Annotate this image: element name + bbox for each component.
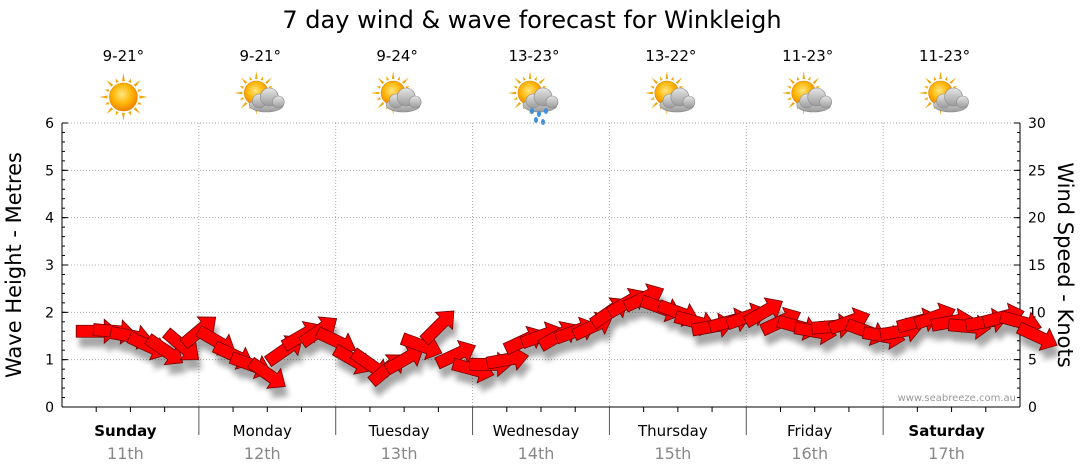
- wind-arrow: [144, 333, 184, 366]
- chart-title: 7 day wind & wave forecast for Winkleigh: [282, 6, 781, 34]
- left-tick-label: 1: [45, 353, 54, 369]
- left-tick-label: 2: [45, 305, 54, 321]
- wind-arrow-group: [75, 283, 1058, 389]
- day-date: 15th: [654, 444, 691, 463]
- wind-arrow: [419, 310, 455, 346]
- sun-cloud-rain-icon: [508, 71, 559, 125]
- day-header-group: 9-21° Sunday 11th 9-21° Monday 12th 9-24° Tuesd…: [94, 47, 985, 463]
- right-tick-label: 0: [1028, 400, 1037, 416]
- day-temperature: 9-21°: [103, 47, 145, 65]
- sun-cloud-icon: [234, 71, 285, 115]
- day-date: 17th: [928, 444, 965, 463]
- sun-cloud-icon: [918, 71, 969, 115]
- wind-arrow: [246, 356, 286, 389]
- day-date: 12th: [244, 444, 281, 463]
- right-tick-label: 5: [1028, 353, 1037, 369]
- right-tick-label: 15: [1028, 258, 1046, 274]
- sun-icon: [99, 73, 148, 121]
- day-temperature: 11-23°: [782, 47, 833, 65]
- sun-cloud-icon: [371, 71, 422, 115]
- day-name: Wednesday: [493, 422, 580, 440]
- day-date: 13th: [381, 444, 418, 463]
- wind-arrow: [383, 344, 424, 376]
- day-temperature: 13-22°: [645, 47, 696, 65]
- left-tick-label: 5: [45, 163, 54, 179]
- sun-cloud-icon: [781, 71, 833, 115]
- left-tick-label: 3: [45, 258, 54, 274]
- right-axis-label: Wind Speed - Knots: [1053, 162, 1077, 367]
- sun-cloud-icon: [644, 71, 696, 115]
- day-date: 16th: [791, 444, 828, 463]
- right-tick-label: 25: [1028, 163, 1046, 179]
- day-name: Friday: [787, 422, 833, 440]
- credit-text: www.seabreeze.com.au: [898, 393, 1016, 404]
- day-temperature: 11-23°: [919, 47, 970, 65]
- day-temperature: 13-23°: [508, 47, 559, 65]
- day-temperature: 9-21°: [240, 47, 282, 65]
- day-date: 11th: [107, 444, 144, 463]
- day-temperature: 9-24°: [376, 47, 418, 65]
- wind-arrow: [742, 297, 783, 329]
- wind-arrow: [1015, 321, 1058, 351]
- day-name: Saturday: [908, 422, 985, 440]
- wind-arrow: [162, 327, 200, 361]
- left-tick-label: 0: [45, 400, 54, 416]
- left-axis-label: Wave Height - Metres: [2, 152, 26, 378]
- grid-group: [62, 122, 1020, 407]
- day-name: Tuesday: [368, 422, 430, 440]
- day-name: Thursday: [637, 422, 708, 440]
- day-name: Monday: [233, 422, 292, 440]
- day-date: 14th: [518, 444, 555, 463]
- wind-arrow: [434, 340, 476, 370]
- left-tick-label: 6: [45, 116, 54, 132]
- day-name: Sunday: [94, 422, 157, 440]
- right-tick-label: 30: [1028, 116, 1046, 132]
- left-tick-label: 4: [45, 211, 54, 227]
- right-tick-label: 20: [1028, 211, 1046, 227]
